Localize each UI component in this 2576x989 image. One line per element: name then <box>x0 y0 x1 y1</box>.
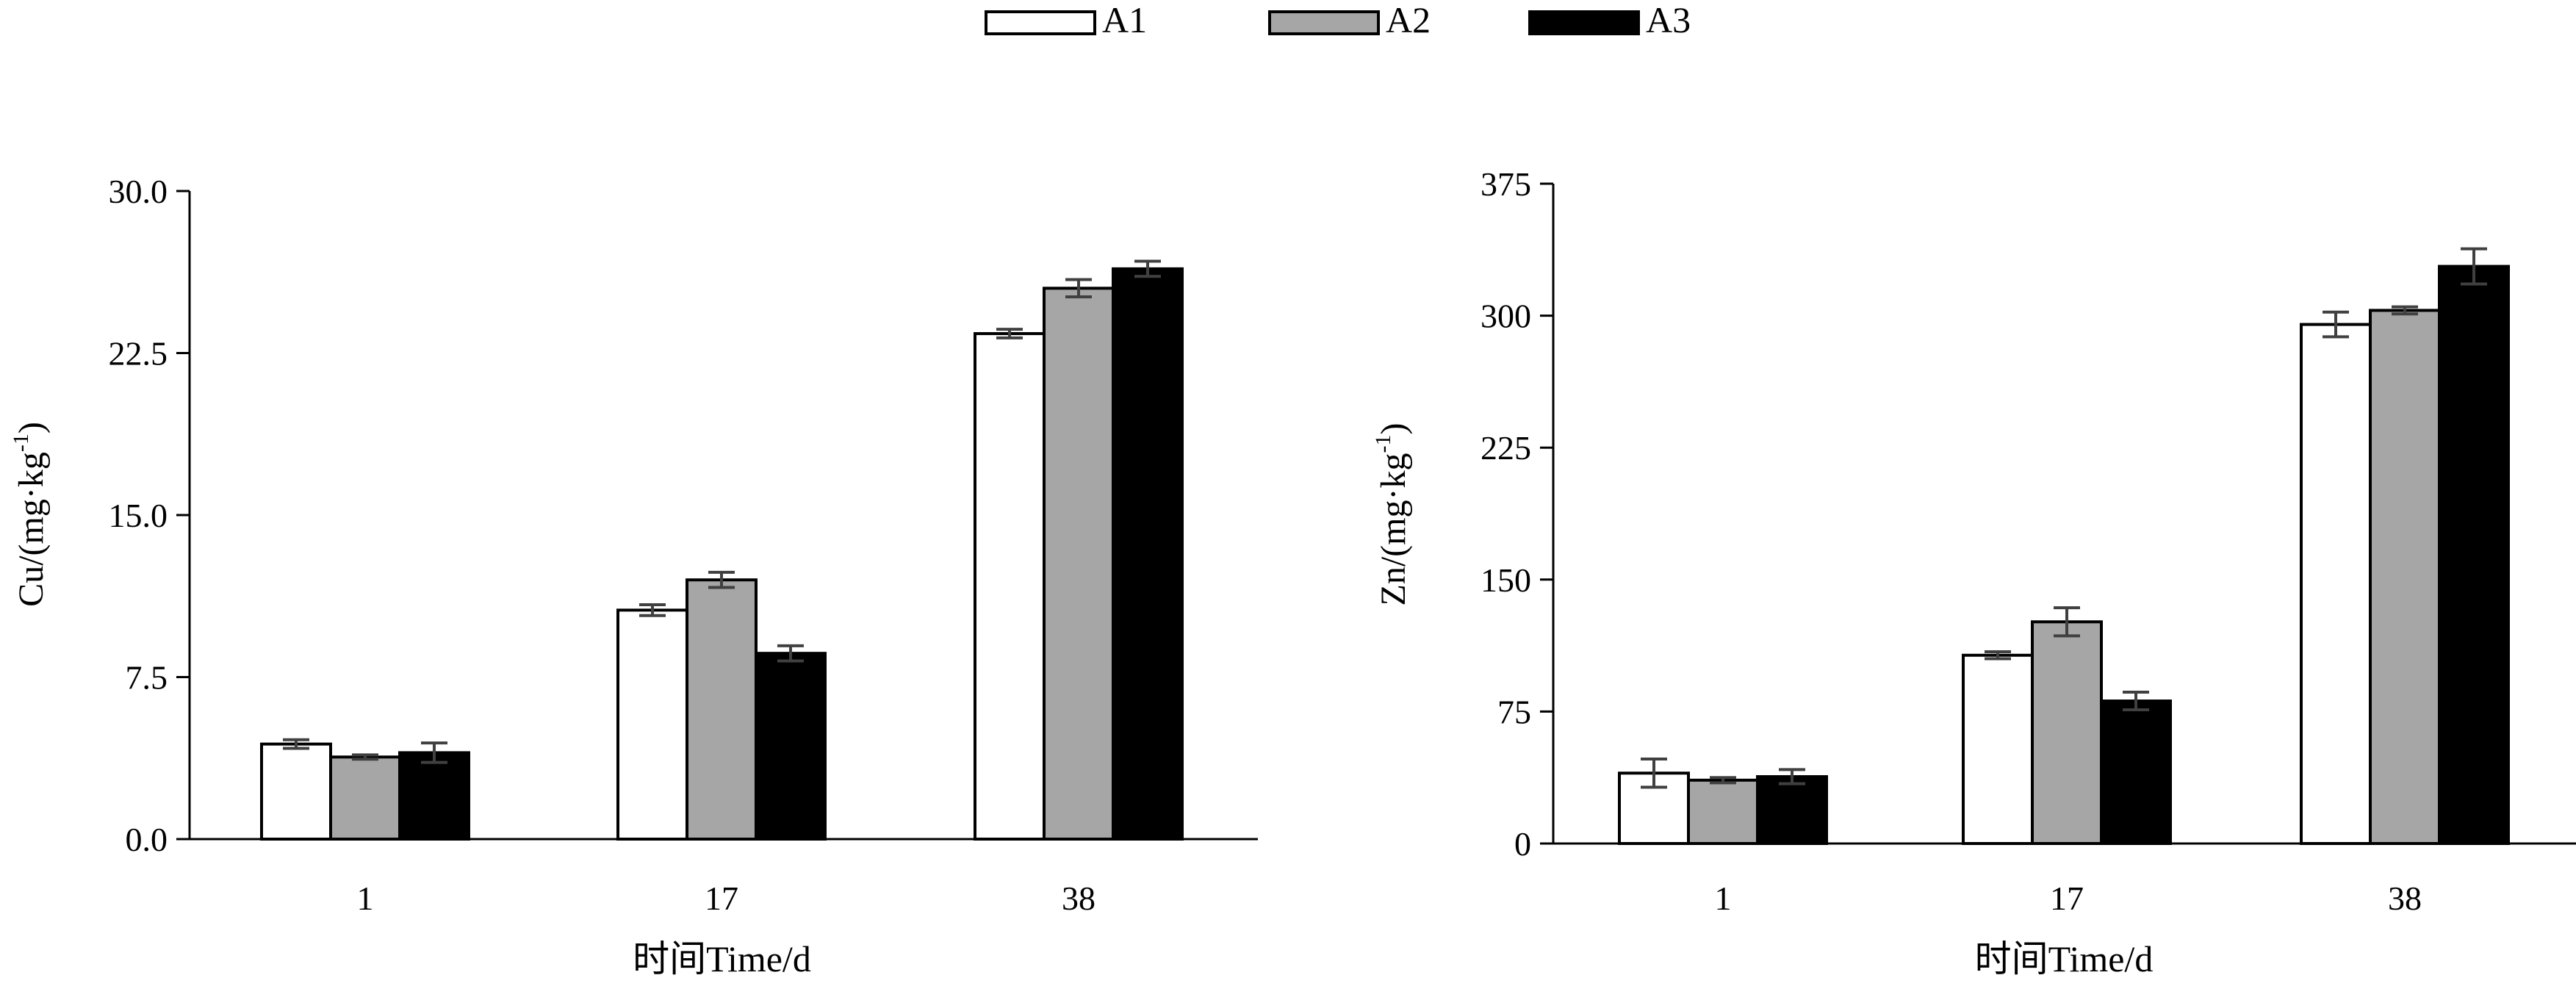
cu-bar-a1-day-38 <box>974 332 1046 841</box>
cu-bar-a2-day-1 <box>329 755 401 841</box>
cu-y-axis-label-main: Cu/(mg·kg <box>12 452 51 607</box>
cu-x-tick-label: 1 <box>357 880 374 917</box>
cu-bar-a3-day-17 <box>755 652 827 841</box>
zn-y-tick-label: 75 <box>1497 693 1531 730</box>
legend-label-a1: A1 <box>1102 0 1147 40</box>
cu-y-tick-label: 22.5 <box>109 335 168 373</box>
zn-bar-a1-day-38 <box>2300 323 2372 846</box>
cu-x-axis-label: 时间Time/d <box>633 938 811 979</box>
cu-y-axis-label-tail: ) <box>12 422 51 434</box>
cu-bar-a2-day-38 <box>1043 287 1115 841</box>
cu-bar-a1-day-1 <box>260 742 332 841</box>
zn-bar-a2-day-1 <box>1687 778 1759 845</box>
zn-y-tick-label: 0 <box>1514 825 1531 863</box>
cu-y-axis-label: Cu/(mg·kg-1) <box>9 422 51 607</box>
cu-bar-a1-day-17 <box>616 608 688 841</box>
zn-y-axis-label-main: Zn/(mg·kg <box>1374 453 1413 606</box>
zn-bar-a3-day-17 <box>2100 700 2172 845</box>
cu-y-tick-label: 7.5 <box>126 659 168 697</box>
cu-bar-a3-day-38 <box>1112 267 1184 841</box>
zn-bar-a3-day-38 <box>2438 265 2510 846</box>
zn-x-tick-label: 17 <box>2050 880 2084 917</box>
legend-label-a3: A3 <box>1646 0 1691 40</box>
legend: A1 A2 A3 <box>985 0 1691 40</box>
zn-y-axis-label-sup: -1 <box>1371 435 1395 453</box>
cu-y-tick-label: 15.0 <box>109 497 168 534</box>
zn-bar-a1-day-17 <box>1962 653 2034 846</box>
legend-swatch-a1 <box>985 10 1096 35</box>
cu-y-tick-label: 0.0 <box>126 821 168 858</box>
zn-x-axis-label: 时间Time/d <box>1975 938 2154 979</box>
cu-x-tick-label: 38 <box>1062 880 1095 917</box>
zn-x-tick-label: 1 <box>1715 880 1732 917</box>
zn-x-tick-label: 38 <box>2388 880 2422 917</box>
cu-bar-a2-day-17 <box>686 578 758 841</box>
legend-swatch-a3 <box>1528 10 1640 35</box>
zn-y-tick-label: 375 <box>1481 165 1531 203</box>
legend-label-a2: A2 <box>1386 0 1431 40</box>
zn-y-tick-label: 225 <box>1481 429 1531 467</box>
zn-bar-a2-day-17 <box>2031 620 2103 845</box>
legend-swatch-a2 <box>1268 10 1380 35</box>
cu-y-axis-label-sup: -1 <box>9 434 33 452</box>
zn-y-axis-label: Zn/(mg·kg-1) <box>1371 423 1413 606</box>
zn-chart-panel: 0 75 150 225 300 375 1 17 38 时间Time/d Zn/(mg·kg-1) <box>1371 165 2576 979</box>
zn-bar-a3-day-1 <box>1756 775 1828 846</box>
zn-y-tick-label: 150 <box>1481 561 1531 599</box>
cu-bar-a3-day-1 <box>398 751 470 841</box>
zn-y-tick-label: 300 <box>1481 298 1531 335</box>
cu-chart-panel: 0.0 7.5 15.0 22.5 30.0 1 17 38 时间Time/d Cu/(mg·kg… <box>9 173 1258 979</box>
zn-y-axis-label-tail: ) <box>1374 423 1413 435</box>
zn-bar-a2-day-38 <box>2369 309 2441 845</box>
cu-y-tick-label: 30.0 <box>109 173 168 210</box>
cu-x-tick-label: 17 <box>705 880 738 917</box>
